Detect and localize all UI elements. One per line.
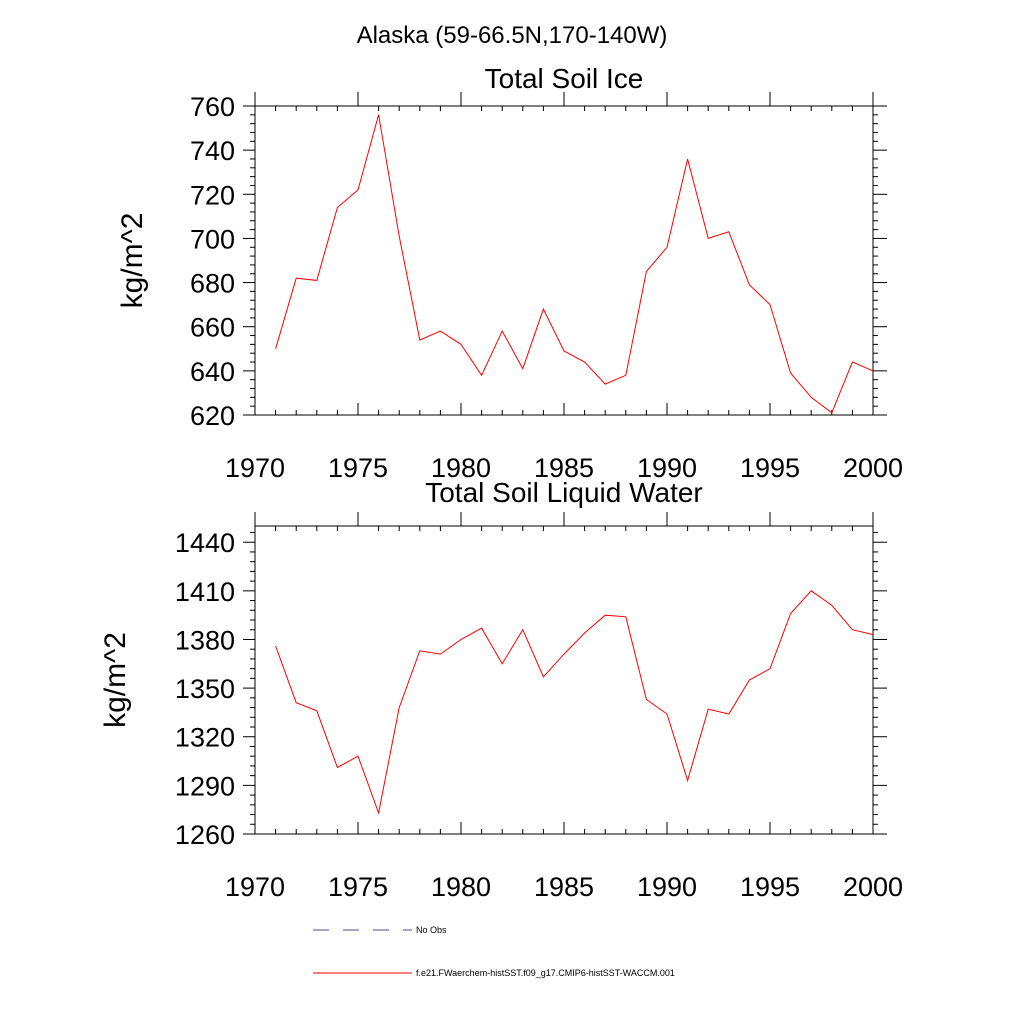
soil-liquid-water-plot-frame (254, 525, 874, 835)
soil-liquid-water-y-tick-label: 1380 (175, 625, 235, 655)
legend-no-obs-label: No Obs (416, 925, 447, 935)
soil-liquid-water-y-tick-label: 1290 (175, 771, 235, 801)
soil-liquid-water-x-tick-label: 1970 (225, 872, 285, 902)
soil-liquid-water-x-tick-label: 1985 (534, 872, 594, 902)
soil-liquid-water-y-axis-label: kg/m^2 (99, 632, 132, 728)
soil-liquid-water-y-tick-label: 1410 (175, 577, 235, 607)
soil-ice-x-tick-label: 1975 (328, 453, 388, 483)
soil-liquid-water-panel: Total Soil Liquid Water kg/m^2 1970 1975 198… (99, 477, 903, 902)
soil-liquid-water-y-tick-label: 1350 (175, 674, 235, 704)
figure-title: Alaska (59-66.5N,170-140W) (357, 22, 668, 49)
soil-liquid-water-series-line (275, 590, 874, 815)
soil-liquid-water-y-tick-label: 1320 (175, 723, 235, 753)
soil-ice-y-tick-label: 680 (190, 269, 235, 299)
soil-liquid-water-x-tick-label: 2000 (843, 872, 903, 902)
soil-ice-y-axis-label: kg/m^2 (116, 213, 149, 309)
soil-liquid-water-x-tick-label: 1990 (637, 872, 697, 902)
soil-ice-y-tick-label: 720 (190, 180, 235, 210)
soil-ice-x-tick-label: 1980 (431, 453, 491, 483)
soil-ice-y-tick-label: 740 (190, 136, 235, 166)
soil-ice-x-tick-label: 1985 (534, 453, 594, 483)
legend-model-label: f.e21.FWaerchem-histSST.f09_g17.CMIP6-hi… (416, 968, 675, 978)
soil-liquid-water-y-tick-label: 1440 (175, 528, 235, 558)
soil-ice-y-tick-label: 640 (190, 357, 235, 387)
soil-ice-y-tick-label: 700 (190, 224, 235, 254)
soil-liquid-water-x-tick-label: 1980 (431, 872, 491, 902)
soil-ice-y-tick-label: 660 (190, 313, 235, 343)
soil-liquid-water-y-tick-label: 1260 (175, 820, 235, 850)
soil-ice-x-tick-label: 1995 (740, 453, 800, 483)
soil-ice-plot-frame (254, 105, 874, 416)
soil-ice-x-tick-label: 1990 (637, 453, 697, 483)
soil-liquid-water-x-tick-label: 1995 (740, 872, 800, 902)
soil-ice-x-tick-label: 1970 (225, 453, 285, 483)
soil-ice-y-tick-label: 620 (190, 401, 235, 431)
soil-ice-x-tick-label: 2000 (843, 453, 903, 483)
soil-ice-title: Total Soil Ice (485, 63, 644, 94)
soil-liquid-water-title: Total Soil Liquid Water (425, 477, 703, 508)
soil-ice-panel: Total Soil Ice kg/m^2 1970 1975 1980 1985 1990… (116, 63, 903, 483)
legend: No Obs f.e21.FWaerchem-histSST.f09_g17.CM… (313, 925, 675, 978)
soil-liquid-water-x-tick-label: 1975 (328, 872, 388, 902)
soil-ice-y-tick-label: 760 (190, 92, 235, 122)
soil-ice-series-line (275, 114, 874, 414)
